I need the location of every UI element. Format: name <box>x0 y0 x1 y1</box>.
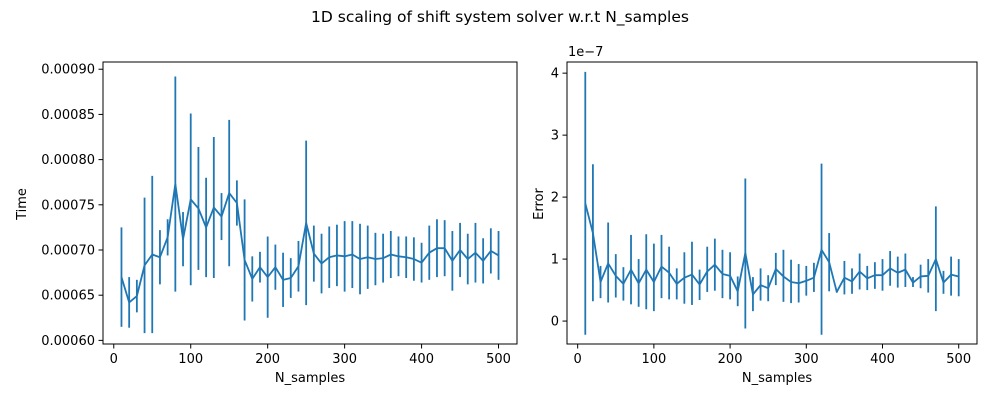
x-tick-label: 200 <box>255 352 280 367</box>
y-tick-label: 0.00075 <box>41 198 95 213</box>
error-chart-offset-text: 1e−7 <box>568 45 603 60</box>
data-line <box>120 183 499 304</box>
y-tick-label: 1 <box>551 253 559 268</box>
y-tick-label: 3 <box>551 129 559 144</box>
x-tick-label: 100 <box>641 352 666 367</box>
x-tick-label: 500 <box>486 352 511 367</box>
y-tick-label: 0 <box>551 315 559 330</box>
y-tick-label: 0.00060 <box>41 334 95 349</box>
y-tick-label: 0.00080 <box>41 153 95 168</box>
y-tick-label: 0.00070 <box>41 244 95 259</box>
error-chart: N_samples Error 1e−7 0 100 200 300 400 500 0 1 2… <box>532 45 978 386</box>
x-tick-label: 0 <box>110 352 118 367</box>
y-tick-label: 4 <box>551 67 559 82</box>
x-tick-label: 300 <box>332 352 357 367</box>
x-tick-label: 100 <box>178 352 203 367</box>
axes-frame <box>566 61 978 345</box>
y-tick-label: 2 <box>551 191 559 206</box>
y-tick-label: 0.00085 <box>41 108 95 123</box>
error-chart-xlabel: N_samples <box>742 371 812 386</box>
x-tick-label: 400 <box>870 352 895 367</box>
error-chart-ylabel: Error <box>532 188 547 220</box>
time-chart-xlabel: N_samples <box>275 371 345 386</box>
axes-frame <box>102 61 518 345</box>
y-tick-label: 0.00090 <box>41 63 95 78</box>
y-tick-label: 0.00065 <box>41 289 95 304</box>
time-chart: N_samples Time 0 100 200 300 400 500 0.00060 0.… <box>15 61 518 386</box>
x-tick-label: 300 <box>794 352 819 367</box>
x-tick-label: 500 <box>946 352 971 367</box>
time-chart-ylabel: Time <box>15 188 30 221</box>
data-line <box>584 203 959 296</box>
figure-title: 1D scaling of shift system solver w.r.t … <box>311 8 689 27</box>
x-tick-label: 0 <box>574 352 582 367</box>
x-tick-label: 400 <box>409 352 434 367</box>
x-tick-label: 200 <box>718 352 743 367</box>
